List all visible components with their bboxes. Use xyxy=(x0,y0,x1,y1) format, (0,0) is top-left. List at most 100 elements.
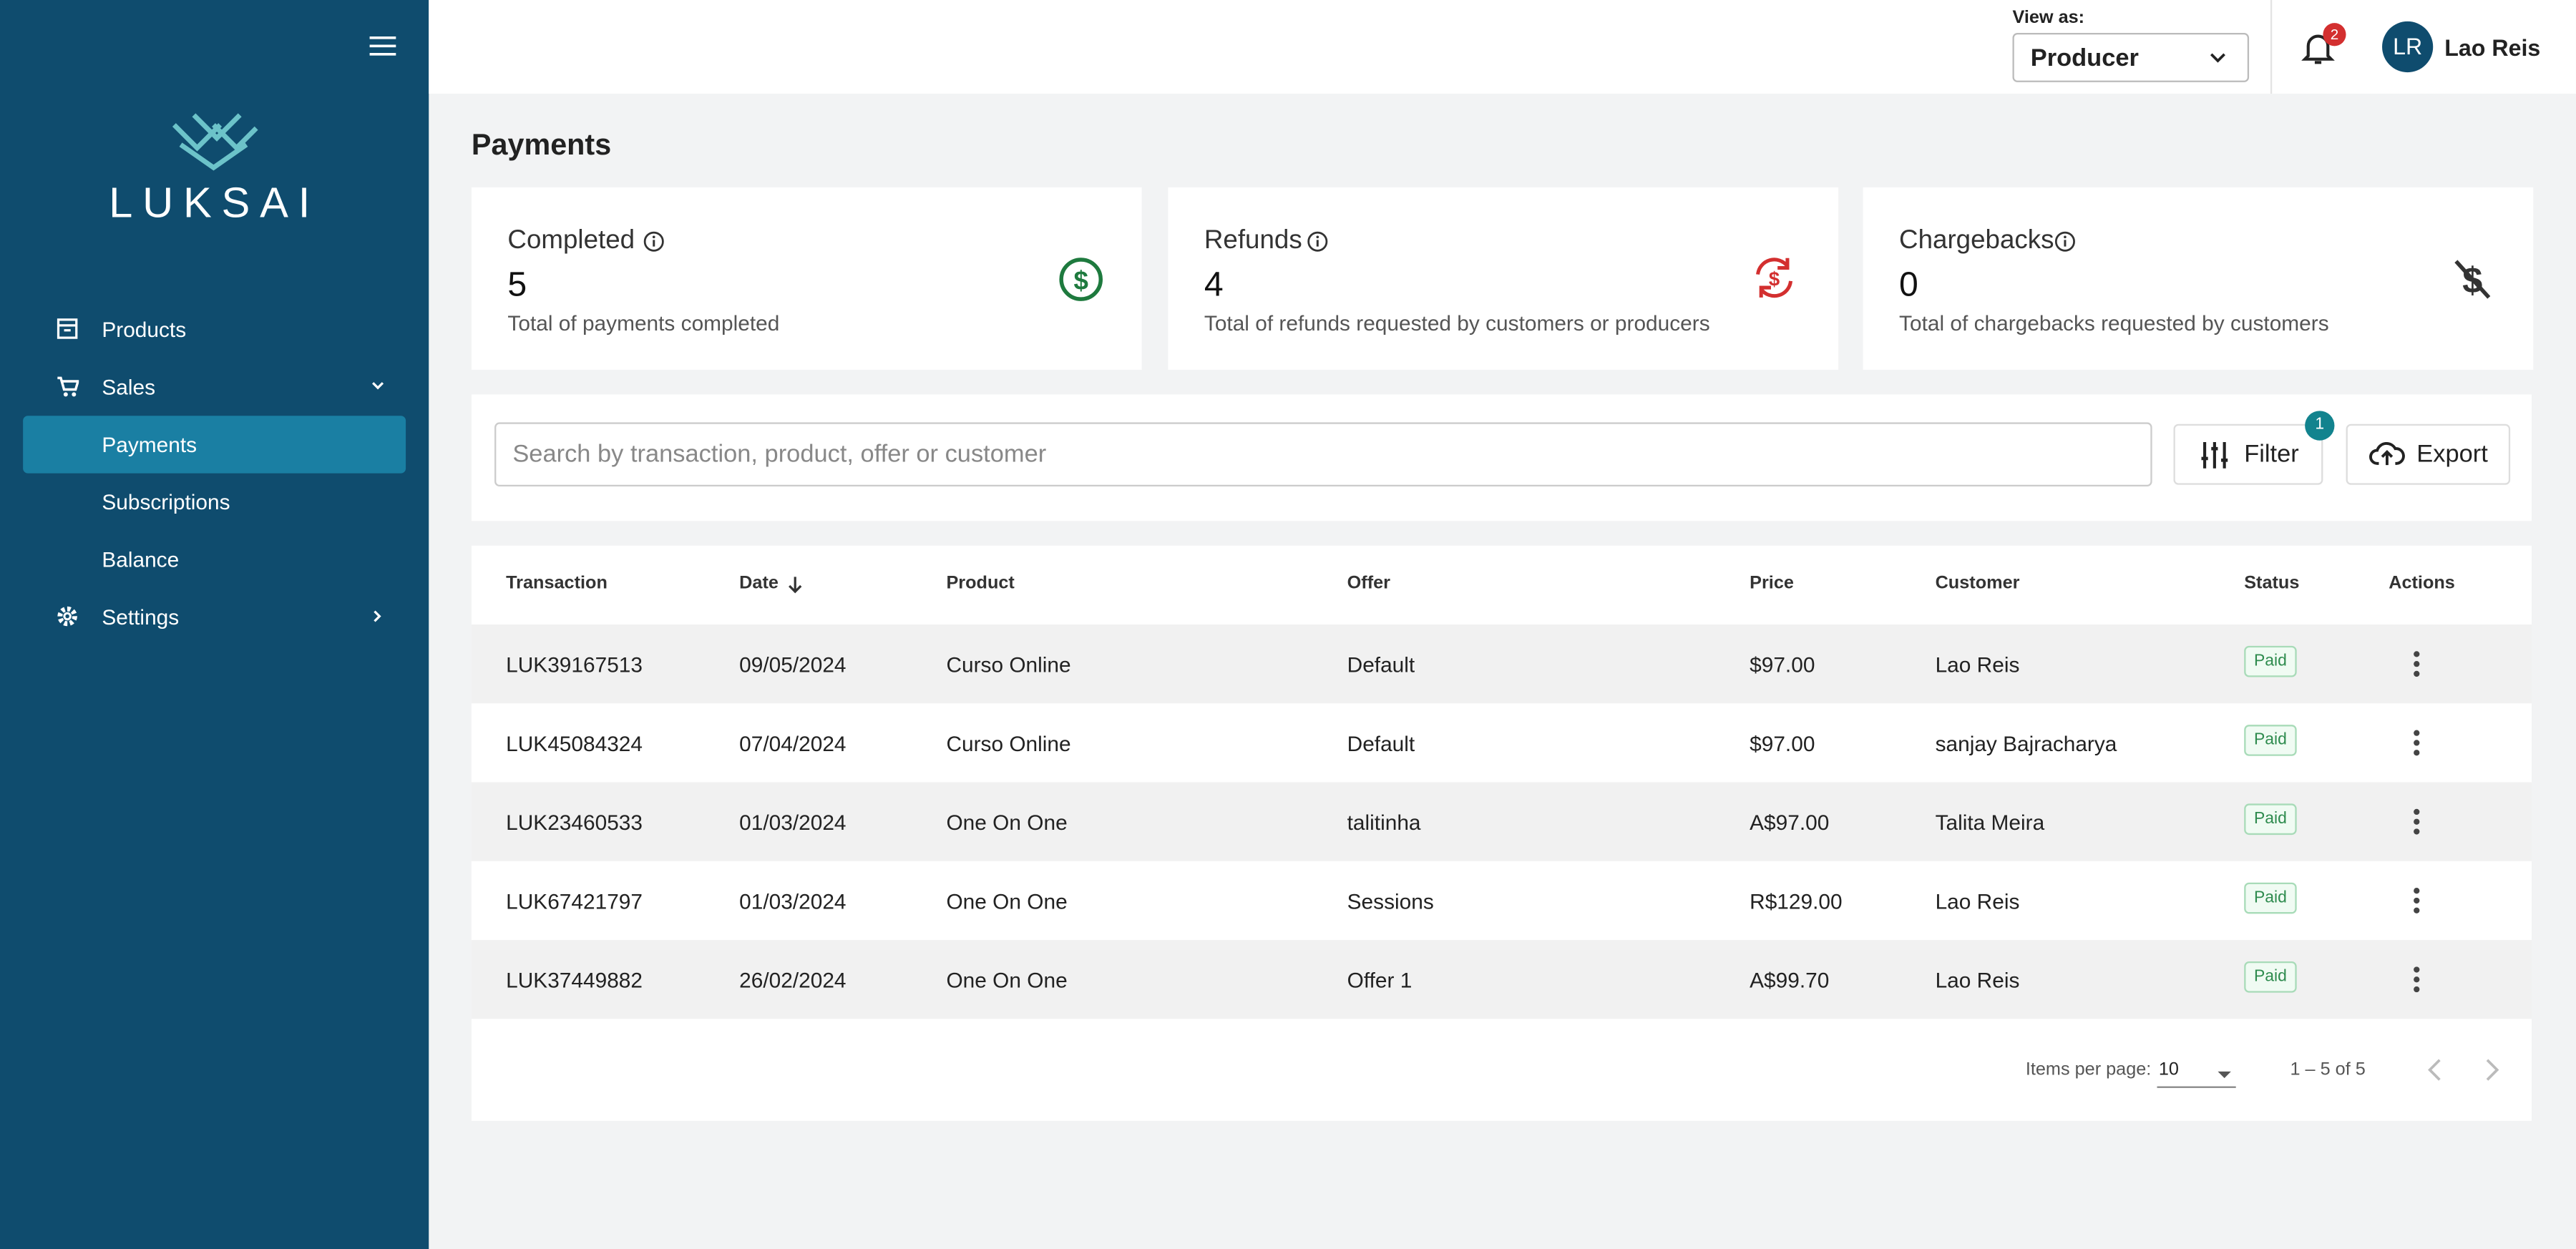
table-cell: LUK67421797 xyxy=(506,888,643,914)
table-cell: $97.00 xyxy=(1750,731,1815,756)
filter-badge: 1 xyxy=(2305,411,2335,441)
column-header: Date xyxy=(739,573,779,594)
logo-mark xyxy=(172,113,258,171)
status-chip: Paid xyxy=(2244,803,2297,836)
stat-card: Completed 5 Total of payments completed … xyxy=(471,187,1142,370)
table-cell: One On One xyxy=(946,968,1068,993)
table-cell: 01/03/2024 xyxy=(739,888,847,914)
nav-item[interactable]: Sales xyxy=(23,358,406,416)
nav-item[interactable]: Settings xyxy=(23,588,406,645)
nav-item-active[interactable]: Payments xyxy=(23,416,406,474)
card-value: 5 xyxy=(507,266,527,305)
row-actions[interactable] xyxy=(2411,886,2421,915)
table-cell: Curso Online xyxy=(946,652,1071,677)
icon xyxy=(57,376,79,397)
brand: LUKSAI xyxy=(109,177,321,227)
page-range: 1 – 5 of 5 xyxy=(2290,1059,2366,1080)
dropdown-icon xyxy=(2218,1071,2231,1079)
stat-card: Refunds 4 Total of refunds requested by … xyxy=(1168,187,1839,370)
nav-item[interactable]: Products xyxy=(23,300,406,358)
card-value: 4 xyxy=(1204,266,1224,305)
nav-item[interactable]: Subscriptions xyxy=(23,474,406,531)
filter-button[interactable]: Filter xyxy=(2173,423,2323,485)
card-value: 0 xyxy=(1899,266,1918,305)
column-header: Price xyxy=(1750,573,1794,594)
table-cell: A$99.70 xyxy=(1750,968,1830,993)
table-cell: $97.00 xyxy=(1750,652,1815,677)
table-cell: A$97.00 xyxy=(1750,810,1830,836)
items-per-page-select[interactable]: 10 xyxy=(2157,1054,2236,1088)
column-header: Status xyxy=(2244,573,2300,594)
user-name: Lao Reis xyxy=(2444,34,2541,62)
status-chip: Paid xyxy=(2244,725,2297,756)
table-cell: R$129.00 xyxy=(1750,888,1843,914)
nav-label: Products xyxy=(102,317,187,342)
card-title: Completed xyxy=(507,227,635,255)
table-cell: LUK37449882 xyxy=(506,968,643,993)
notification-badge: 2 xyxy=(2323,23,2346,46)
sidebar: LUKSAI Products Sales Payments Subscript… xyxy=(0,0,429,1249)
view-as-select[interactable]: Producer xyxy=(2012,32,2250,82)
info-icon xyxy=(1307,231,1328,252)
table-cell: 01/03/2024 xyxy=(739,810,847,836)
column-header: Customer xyxy=(1935,573,2020,594)
export-label: Export xyxy=(2416,440,2488,469)
info-icon xyxy=(643,231,664,252)
icon xyxy=(57,606,77,627)
nav-item[interactable]: Balance xyxy=(23,531,406,588)
status-chip: Paid xyxy=(2244,961,2297,993)
row-actions[interactable] xyxy=(2411,649,2421,678)
table-cell: Sessions xyxy=(1347,888,1434,914)
menu-icon[interactable] xyxy=(365,33,401,59)
table-cell: Default xyxy=(1347,652,1415,677)
table-cell: LUK45084324 xyxy=(506,731,643,756)
table-cell: Lao Reis xyxy=(1935,888,2020,914)
table-cell: One On One xyxy=(946,810,1068,836)
table-row: LUK39167513 09/05/2024 Curso Online Default… xyxy=(471,624,2532,704)
search-input[interactable]: Search by transaction, product, offer or… xyxy=(494,422,2152,487)
refund-icon: $ xyxy=(1756,258,1793,298)
dropdown-icon xyxy=(2210,53,2225,63)
nav-label: Subscriptions xyxy=(102,489,230,515)
table-row: LUK67421797 01/03/2024 One On One Sessions R… xyxy=(471,861,2532,941)
row-actions[interactable] xyxy=(2411,965,2421,994)
table-cell: LUK39167513 xyxy=(506,652,643,677)
avatar[interactable]: LR xyxy=(2382,21,2434,73)
table-cell: sanjay Bajracharya xyxy=(1935,731,2117,756)
page-title: Payments xyxy=(471,128,612,162)
table-cell: 26/02/2024 xyxy=(739,968,847,993)
items-per-page-label: Items per page: xyxy=(2025,1059,2152,1080)
sort-icon[interactable] xyxy=(787,575,804,595)
filter-label: Filter xyxy=(2244,440,2299,469)
table-cell: 09/05/2024 xyxy=(739,652,847,677)
table-cell: Talita Meira xyxy=(1935,810,2045,836)
cloud-icon xyxy=(2369,441,2405,466)
table-cell: Lao Reis xyxy=(1935,652,2020,677)
prev-page[interactable] xyxy=(2425,1057,2445,1083)
bell-icon[interactable] xyxy=(2300,29,2336,66)
table-cell: Default xyxy=(1347,731,1415,756)
view-as-label: View as: xyxy=(2012,8,2085,29)
nav-label: Balance xyxy=(102,547,180,572)
row-actions[interactable] xyxy=(2411,728,2421,758)
card-title: Refunds xyxy=(1204,227,1302,255)
top-bar: View as: Producer 2 LR Lao Reis xyxy=(429,0,2576,94)
info-icon xyxy=(2054,231,2075,252)
chevron xyxy=(372,382,384,390)
table-cell: Offer 1 xyxy=(1347,968,1413,993)
table-cell: talitinha xyxy=(1347,810,1421,836)
table-row: LUK23460533 01/03/2024 One On One talitinha… xyxy=(471,782,2532,861)
export-button[interactable]: Export xyxy=(2346,423,2511,485)
payments-table: Transaction Date Product Offer Price Customer… xyxy=(471,545,2532,1121)
nav-label: Payments xyxy=(102,432,197,457)
column-header: Actions xyxy=(2389,573,2455,594)
nav-label: Sales xyxy=(102,374,156,400)
card-description: Total of payments completed xyxy=(507,310,780,335)
status-chip: Paid xyxy=(2244,882,2297,914)
icon xyxy=(57,318,78,339)
row-actions[interactable] xyxy=(2411,807,2421,836)
next-page[interactable] xyxy=(2482,1057,2502,1083)
dollar-icon: $ xyxy=(1059,258,1103,301)
